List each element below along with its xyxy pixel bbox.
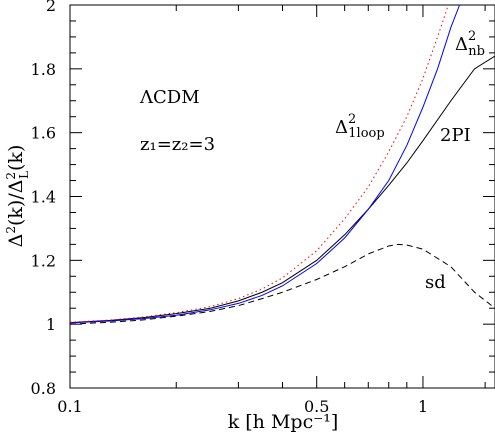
y-tick-label: 1.8 [31, 60, 56, 79]
series-label-2pi: 2PI [440, 125, 471, 146]
series-label-sd: sd [425, 272, 446, 293]
y-tick-label: 1.6 [31, 124, 56, 143]
x-tick-label: 0.5 [304, 397, 329, 416]
y-tick-label: 0.8 [31, 379, 56, 398]
x-tick-label: 1 [418, 397, 428, 416]
axis-ticks [69, 4, 495, 389]
series-line-1 [70, 5, 461, 324]
y-tick-label: 1.4 [31, 188, 56, 207]
redshift-annotation: z₁=z₂=3 [140, 134, 215, 155]
series-label-1loop: Δ2 1loop [335, 112, 385, 141]
series-line-0 [70, 55, 495, 324]
y-tick-label: 1.2 [31, 251, 56, 270]
y-axis-label: Δ2(k)/Δ2L(k) [4, 145, 31, 248]
y-tick-label: 1 [46, 315, 56, 334]
x-tick-label: 0.1 [57, 397, 82, 416]
series-layer [70, 5, 495, 325]
series-line-3 [70, 243, 495, 325]
axis-tick-labels: 0.1 0.5 1 0.8 1 1.2 1.4 1.6 1.8 2 [31, 0, 429, 416]
plot-frame [69, 4, 495, 389]
series-label-nb: Δ2 nb [455, 29, 485, 59]
y-tick-label: 2 [46, 0, 56, 15]
series-line-2 [70, 5, 449, 323]
model-annotation: ΛCDM [139, 87, 200, 108]
x-axis-label: k [h Mpc⁻¹] [228, 411, 339, 433]
svg-text:Δ2(k)/Δ2L(k): Δ2(k)/Δ2L(k) [4, 145, 31, 248]
